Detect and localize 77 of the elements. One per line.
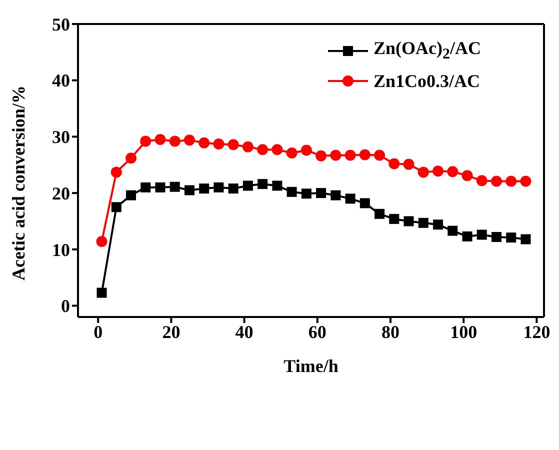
x-tick-label: 120: [523, 322, 550, 342]
x-tick-label: 40: [235, 322, 254, 342]
point: [316, 188, 326, 198]
y-tick-label: 10: [52, 240, 70, 260]
point: [213, 138, 224, 150]
point: [448, 226, 458, 236]
x-tick-label: 0: [94, 322, 103, 342]
point: [169, 136, 180, 147]
point: [258, 179, 268, 190]
point: [330, 150, 342, 161]
point: [96, 236, 108, 247]
point: [330, 190, 341, 200]
point: [388, 158, 400, 170]
point: [462, 170, 473, 182]
point: [154, 134, 166, 146]
point: [418, 218, 428, 228]
y-tick-label: 0: [61, 296, 70, 316]
x-tick-label: 100: [450, 322, 478, 342]
point: [228, 184, 238, 194]
point: [126, 190, 136, 200]
point: [476, 175, 488, 186]
x-tick-label: 80: [381, 322, 400, 342]
point: [140, 136, 152, 147]
point: [418, 166, 429, 178]
point: [170, 182, 180, 192]
y-axis-title: Acetic acid conversion/%: [8, 86, 28, 280]
y-tick-label: 40: [52, 70, 70, 91]
point: [520, 176, 532, 187]
point: [184, 134, 195, 146]
point: [301, 188, 312, 199]
point: [228, 139, 239, 150]
point: [286, 186, 297, 197]
point: [242, 180, 253, 191]
point: [462, 231, 472, 242]
point: [198, 137, 210, 148]
legend-label: Zn1Co0.3/AC: [374, 70, 480, 92]
point: [389, 214, 400, 224]
point: [433, 220, 444, 230]
point: [432, 166, 444, 177]
point: [490, 176, 502, 187]
y-tick-label: 20: [52, 183, 70, 204]
point: [96, 288, 107, 298]
point: [300, 144, 312, 156]
point: [257, 144, 268, 156]
point: [184, 185, 194, 196]
point: [360, 198, 370, 208]
point: [110, 166, 122, 178]
y-tick-label: 50: [52, 14, 70, 34]
point: [316, 150, 327, 162]
point: [125, 152, 136, 164]
point: [111, 202, 122, 212]
point: [155, 182, 166, 192]
point: [404, 216, 414, 226]
point: [491, 232, 502, 242]
x-tick-label: 60: [308, 322, 326, 342]
point: [242, 141, 254, 152]
point: [140, 182, 151, 192]
point: [345, 194, 356, 204]
point: [199, 184, 210, 194]
point: [506, 232, 516, 243]
point: [359, 149, 370, 160]
x-tick-label: 20: [162, 322, 180, 342]
point: [272, 180, 282, 191]
point: [403, 158, 414, 170]
y-tick-label: 30: [52, 127, 70, 148]
point: [286, 148, 298, 159]
point: [476, 230, 487, 240]
point: [374, 208, 385, 219]
point: [344, 150, 356, 161]
legend-label: Zn(OAc)$_{2}$/AC: [374, 38, 481, 64]
x-axis-title: Time/h: [284, 356, 338, 376]
point: [447, 166, 458, 178]
point: [374, 150, 386, 161]
point: [520, 234, 531, 244]
point: [214, 182, 224, 192]
point: [272, 144, 283, 156]
point: [506, 176, 517, 187]
